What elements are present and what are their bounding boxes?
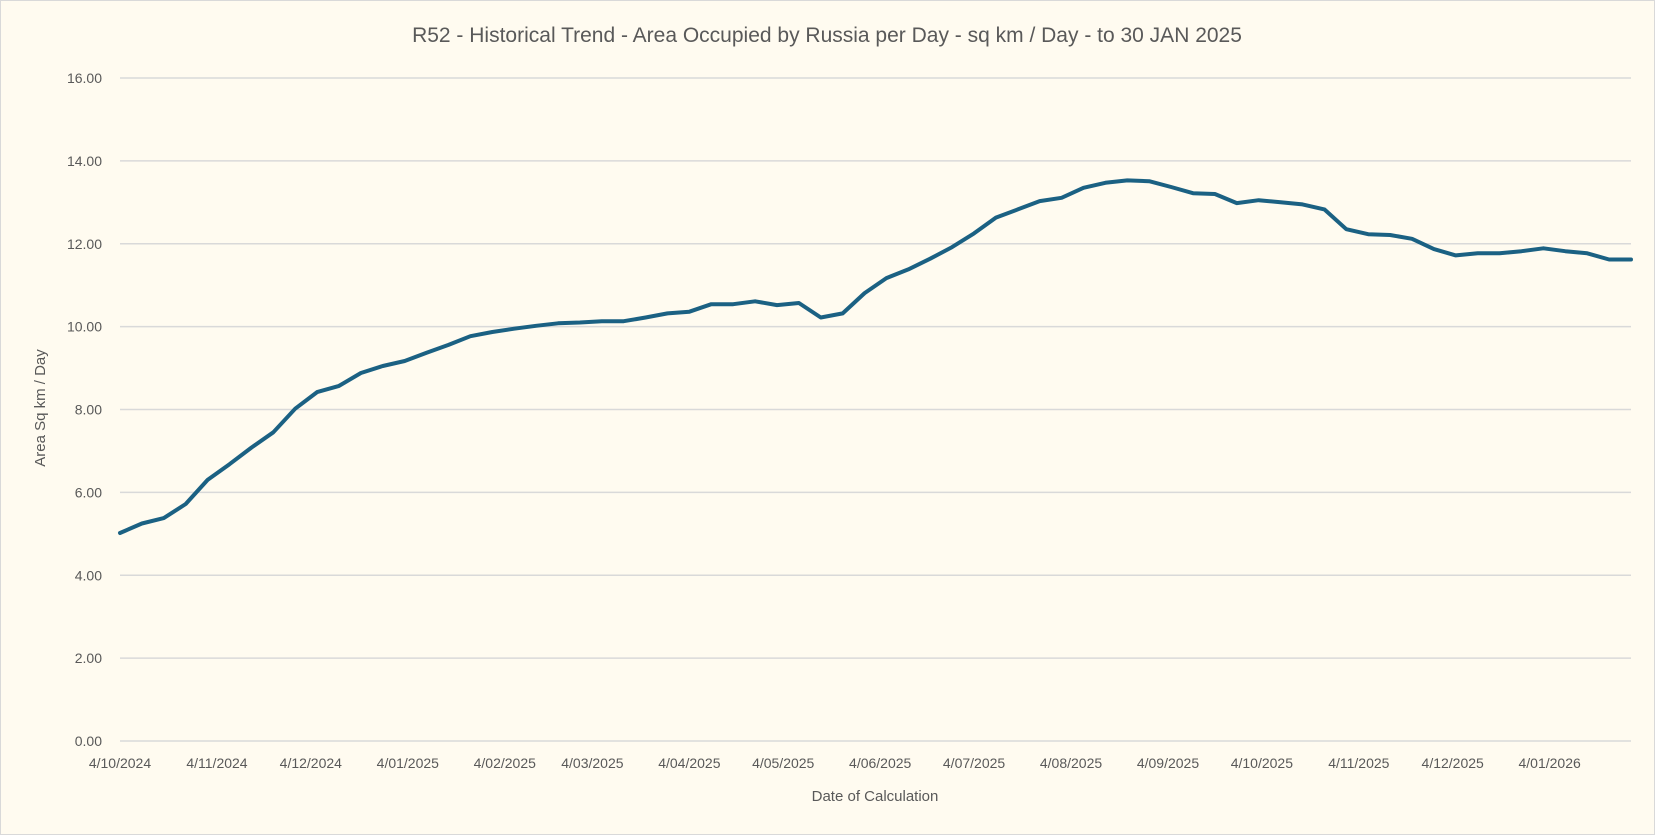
x-tick-label: 4/08/2025 (1040, 755, 1102, 771)
data-points (119, 180, 1632, 534)
y-tick-label: 2.00 (75, 650, 102, 666)
x-axis-title: Date of Calculation (812, 788, 939, 805)
y-tick-label: 8.00 (75, 402, 102, 418)
x-tick-label: 4/06/2025 (849, 755, 911, 771)
gridlines (120, 77, 1631, 742)
y-tick-label: 14.00 (67, 153, 102, 169)
x-tick-label: 4/10/2024 (89, 755, 151, 771)
x-tick-label: 4/12/2024 (280, 755, 342, 771)
x-tick-label: 4/04/2025 (658, 755, 720, 771)
y-tick-label: 6.00 (75, 484, 102, 500)
x-tick-label: 4/05/2025 (752, 755, 814, 771)
x-tick-label: 4/07/2025 (943, 755, 1005, 771)
y-tick-label: 10.00 (67, 319, 102, 335)
x-tick-label: 4/03/2025 (561, 755, 623, 771)
y-tick-label: 0.00 (75, 733, 102, 749)
x-tick-label: 4/11/2024 (186, 755, 247, 771)
chart-title: R52 - Historical Trend - Area Occupied b… (412, 24, 1242, 47)
y-tick-labels: 0.00 2.00 4.00 6.00 8.00 10.00 12.00 14.00 16.00 (67, 70, 102, 749)
y-axis-title: Area Sq km / Day (32, 349, 49, 467)
x-tick-label: 4/10/2025 (1231, 755, 1293, 771)
x-tick-label: 4/12/2025 (1422, 755, 1484, 771)
x-tick-label: 4/01/2026 (1519, 755, 1581, 771)
series-line (118, 178, 1633, 535)
y-tick-label: 16.00 (67, 70, 102, 86)
x-tick-label: 4/09/2025 (1137, 755, 1199, 771)
x-tick-label: 4/02/2025 (474, 755, 536, 771)
x-tick-label: 4/01/2025 (377, 755, 439, 771)
y-tick-label: 12.00 (67, 236, 102, 252)
x-tick-label: 4/11/2025 (1328, 755, 1389, 771)
x-tick-labels: 4/10/2024 4/11/2024 4/12/2024 4/01/2025 4/02… (89, 755, 1581, 771)
y-tick-label: 4.00 (75, 567, 102, 583)
